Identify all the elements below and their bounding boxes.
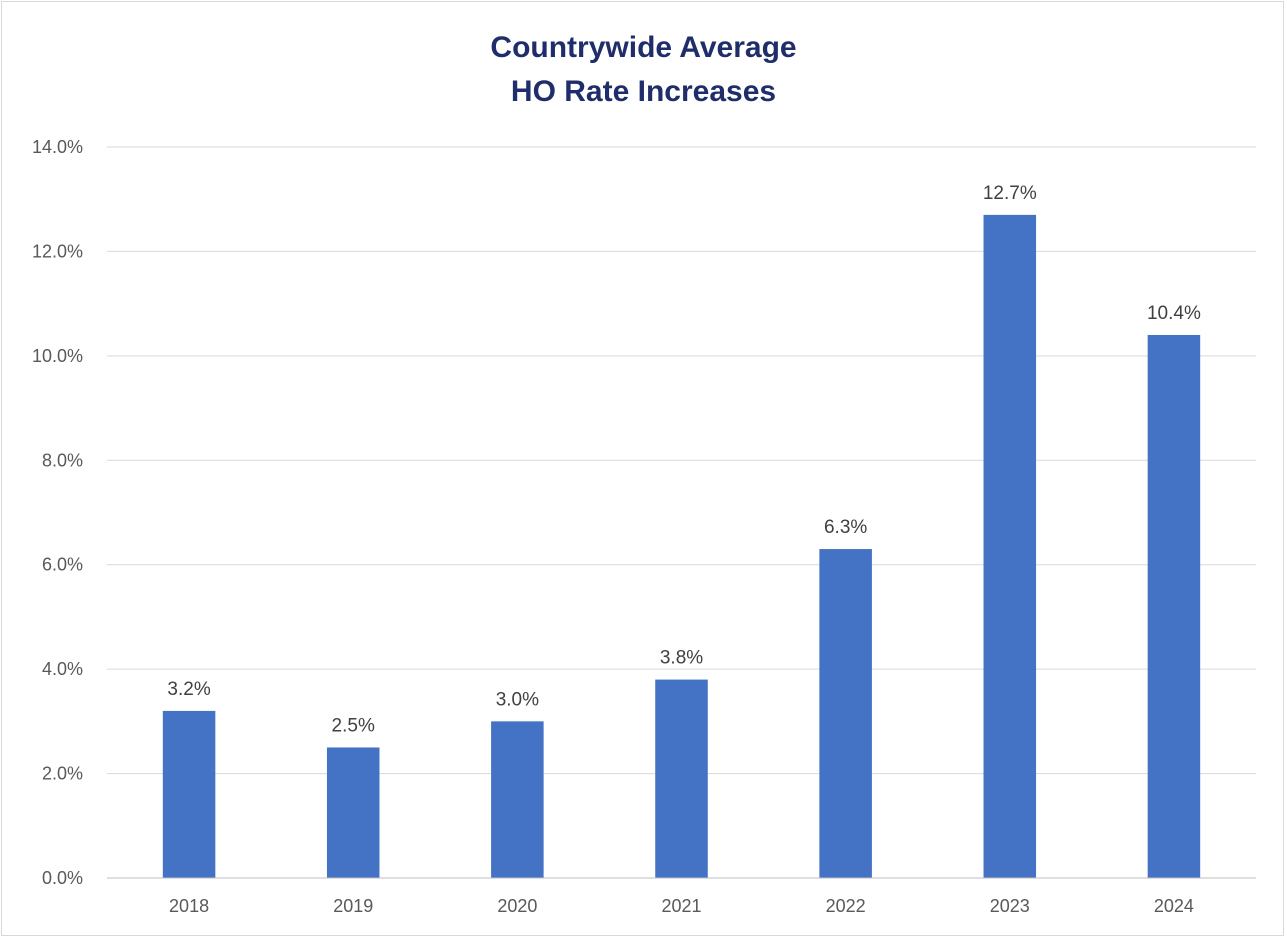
data-label-2018: 3.2%: [167, 679, 210, 700]
bar-2019: [326, 747, 380, 878]
bar-2021: [655, 679, 708, 878]
bar-2018: [162, 710, 216, 878]
y-tick-label: 14.0%: [32, 137, 83, 157]
chart-title-line-2: HO Rate Increases: [510, 75, 777, 108]
x-tick-label-2018: 2018: [169, 896, 209, 916]
data-label-2023: 12.7%: [983, 183, 1037, 204]
y-tick-label: 4.0%: [42, 659, 83, 679]
x-tick-label-2020: 2020: [497, 896, 537, 916]
bar-2020: [491, 721, 544, 878]
y-tick-label: 12.0%: [32, 241, 83, 261]
y-tick-label: 0.0%: [42, 868, 83, 888]
y-axis-tick-labels: 0.0% 2.0% 4.0% 6.0% 8.0% 10.0% 12.0% 14.0%: [32, 137, 83, 888]
x-tick-label-2022: 2022: [826, 896, 866, 916]
x-axis-tick-labels: 2018 2019 2020 2021 2022 2023 2024: [169, 896, 1194, 916]
y-tick-label: 6.0%: [42, 555, 83, 575]
data-label-2021: 3.8%: [660, 648, 703, 669]
bars: [162, 214, 1201, 879]
bar-2024: [1147, 334, 1201, 878]
bar-2023: [983, 214, 1037, 879]
data-label-2024: 10.4%: [1147, 303, 1201, 324]
bar-2022: [819, 549, 872, 878]
y-tick-label: 2.0%: [42, 764, 83, 784]
chart-title: Countrywide Average HO Rate Increases: [0, 26, 1287, 114]
data-label-2019: 2.5%: [332, 715, 375, 736]
gridlines: [107, 146, 1256, 775]
y-tick-label: 8.0%: [42, 450, 83, 470]
x-tick-label-2024: 2024: [1154, 896, 1194, 916]
x-tick-label-2019: 2019: [333, 896, 373, 916]
chart-title-line-1: Countrywide Average: [490, 31, 797, 64]
y-tick-label: 10.0%: [32, 346, 83, 366]
data-label-2020: 3.0%: [496, 689, 539, 710]
x-tick-label-2021: 2021: [661, 896, 701, 916]
x-tick-label-2023: 2023: [990, 896, 1030, 916]
data-label-2022: 6.3%: [824, 517, 867, 538]
data-labels: 3.2% 2.5% 3.0% 3.8% 6.3% 12.7% 10.4%: [167, 183, 1201, 737]
